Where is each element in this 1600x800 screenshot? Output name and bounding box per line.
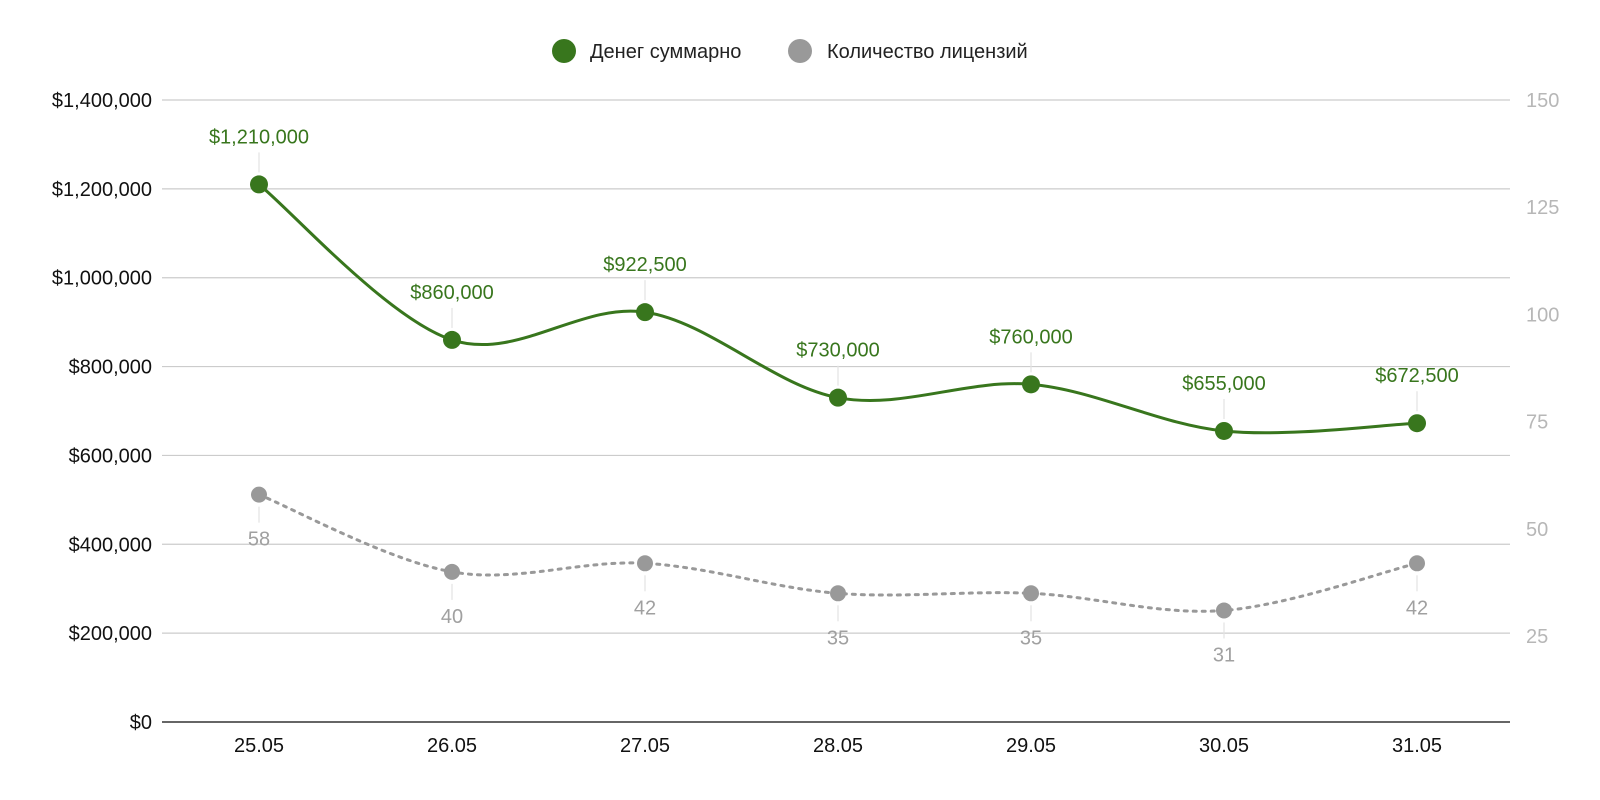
licenses-data-label: 35 xyxy=(827,627,849,649)
licenses-point xyxy=(444,563,460,580)
money-data-label: $760,000 xyxy=(989,326,1072,348)
right-axis-tick-label: 150 xyxy=(1526,90,1559,112)
money-data-label: $655,000 xyxy=(1182,373,1265,395)
legend-swatch-money xyxy=(552,39,576,63)
licenses-data-label: 40 xyxy=(441,606,463,628)
legend-label-licenses: Количество лицензий xyxy=(827,41,1028,63)
money-point xyxy=(443,330,461,349)
money-point xyxy=(250,175,268,194)
right-axis-tick-label: 75 xyxy=(1526,412,1548,434)
x-axis-tick-label: 26.05 xyxy=(427,735,477,757)
money-data-label: $1,210,000 xyxy=(209,126,309,148)
money-data-label: $672,500 xyxy=(1375,365,1458,387)
left-axis-tick-label: $400,000 xyxy=(69,534,152,556)
licenses-data-label: 58 xyxy=(248,529,270,551)
x-axis-tick-label: 25.05 xyxy=(234,735,284,757)
licenses-point xyxy=(1023,585,1039,602)
legend: Денег суммарно Количество лицензий xyxy=(552,39,1028,63)
right-axis-tick-label: 100 xyxy=(1526,304,1559,326)
left-axis-tick-label: $600,000 xyxy=(69,445,152,467)
licenses-data-label: 42 xyxy=(1406,597,1428,619)
licenses-data-label: 35 xyxy=(1020,627,1042,649)
data-labels-layer: 58 40 42 35 35 31 42 $1,210,000 $860,000 $922,500… xyxy=(209,126,1459,666)
licenses-point xyxy=(1216,602,1232,619)
licenses-data-label: 31 xyxy=(1213,644,1235,666)
money-data-label: $860,000 xyxy=(410,282,493,304)
x-axis-tick-label: 31.05 xyxy=(1392,735,1442,757)
right-axis: 25 50 75 100 125 150 xyxy=(1526,90,1559,648)
left-axis-tick-label: $200,000 xyxy=(69,623,152,645)
x-axis-tick-label: 30.05 xyxy=(1199,735,1249,757)
left-axis: $0 $200,000 $400,000 $600,000 $800,000 $1,000… xyxy=(52,90,152,734)
left-axis-tick-label: $1,000,000 xyxy=(52,268,152,290)
licenses-data-label: 42 xyxy=(634,597,656,619)
x-axis-tick-label: 29.05 xyxy=(1006,735,1056,757)
money-point xyxy=(636,303,654,322)
x-axis: 25.05 26.05 27.05 28.05 29.05 30.05 31.05 xyxy=(234,735,1442,757)
left-axis-tick-label: $0 xyxy=(130,712,152,734)
money-point xyxy=(1022,375,1040,394)
series-layer xyxy=(250,175,1426,619)
left-axis-tick-label: $1,400,000 xyxy=(52,90,152,112)
licenses-point xyxy=(830,585,846,602)
x-axis-tick-label: 28.05 xyxy=(813,735,863,757)
right-axis-tick-label: 25 xyxy=(1526,626,1548,648)
legend-label-money: Денег суммарно xyxy=(590,41,741,63)
money-data-label: $730,000 xyxy=(796,340,879,362)
x-axis-tick-label: 27.05 xyxy=(620,735,670,757)
left-axis-tick-label: $800,000 xyxy=(69,357,152,379)
licenses-point xyxy=(1409,555,1425,572)
money-point xyxy=(1215,421,1233,440)
licenses-point xyxy=(637,555,653,572)
grid-layer xyxy=(162,99,1510,723)
money-point xyxy=(829,388,847,407)
left-axis-tick-label: $1,200,000 xyxy=(52,179,152,201)
licenses-point xyxy=(251,486,267,503)
legend-swatch-licenses xyxy=(788,39,812,63)
money-point xyxy=(1408,414,1426,433)
money-data-label: $922,500 xyxy=(603,254,686,276)
right-axis-tick-label: 125 xyxy=(1526,197,1559,219)
right-axis-tick-label: 50 xyxy=(1526,519,1548,541)
